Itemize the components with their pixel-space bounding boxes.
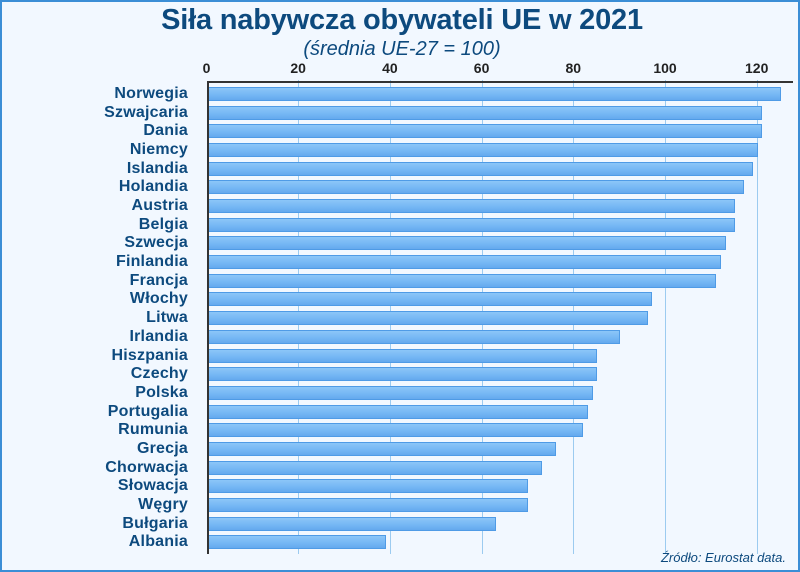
bar-portugalia: [207, 404, 589, 419]
bar-węgry: [207, 497, 529, 512]
category-label: Czechy: [130, 365, 188, 383]
bar-hiszpania: [207, 348, 598, 363]
bar-albania: [207, 535, 387, 550]
category-label: Włochy: [129, 290, 188, 308]
bar-norwegia: [207, 87, 781, 101]
bar-holandia: [207, 180, 744, 195]
bar-francja: [207, 273, 717, 288]
bar-niemcy: [207, 143, 758, 158]
x-tick-label: 80: [565, 60, 582, 76]
category-label: Węgry: [138, 495, 188, 513]
bar-finlandia: [207, 255, 722, 270]
bar-islandia: [207, 161, 754, 176]
category-label: Bułgaria: [122, 514, 188, 532]
x-tick-label: 40: [382, 60, 398, 76]
category-label: Finlandia: [115, 253, 188, 271]
category-label: Rumunia: [118, 421, 188, 439]
bar-grecja: [207, 441, 556, 456]
category-label: Austria: [131, 197, 188, 215]
category-label: Francja: [129, 271, 188, 289]
category-label: Grecja: [136, 439, 188, 457]
bar-dania: [207, 124, 763, 139]
category-label: Belgia: [138, 215, 188, 233]
category-label: Szwecja: [124, 234, 188, 252]
bar-chorwacja: [207, 460, 543, 475]
category-label: Niemcy: [129, 141, 188, 159]
bar-belgia: [207, 217, 735, 232]
bar-słowacja: [207, 479, 529, 494]
category-label: Albania: [128, 533, 188, 551]
category-label: Irlandia: [129, 327, 188, 345]
chart-subtitle: (średnia UE-27 = 100): [303, 38, 501, 60]
bar-szwecja: [207, 236, 726, 251]
category-label: Chorwacja: [105, 458, 188, 476]
source-note: Źródło: Eurostat data.: [660, 550, 786, 565]
category-label: Litwa: [146, 309, 188, 327]
x-tick-label: 120: [745, 60, 769, 76]
x-tick-label: 100: [653, 60, 677, 76]
category-label: Polska: [135, 383, 188, 401]
bar-bułgaria: [207, 516, 497, 531]
category-label: Hiszpania: [111, 346, 188, 364]
bar-włochy: [207, 292, 653, 307]
gridline: [756, 80, 758, 554]
bar-polska: [207, 385, 593, 400]
bar-czechy: [207, 367, 598, 382]
category-label: Dania: [143, 122, 188, 140]
x-axis-line: [208, 81, 793, 83]
bar-szwajcaria: [207, 105, 763, 120]
x-tick-label: 0: [202, 60, 211, 76]
bar-austria: [207, 199, 735, 214]
category-label: Szwajcaria: [104, 103, 188, 121]
gridline: [665, 80, 666, 554]
bar-irlandia: [207, 329, 621, 344]
category-label: Słowacja: [117, 477, 188, 495]
y-axis-line: [207, 81, 209, 554]
x-tick-label: 60: [473, 60, 490, 76]
category-label: Norwegia: [114, 85, 188, 102]
category-label: Portugalia: [107, 402, 188, 420]
category-label: Islandia: [126, 159, 188, 177]
x-tick-label: 20: [290, 60, 306, 76]
category-label: Holandia: [118, 178, 188, 196]
chart-title: Siła nabywcza obywateli UE w 2021: [161, 4, 643, 36]
bar-rumunia: [207, 423, 584, 438]
bar-litwa: [207, 311, 648, 326]
